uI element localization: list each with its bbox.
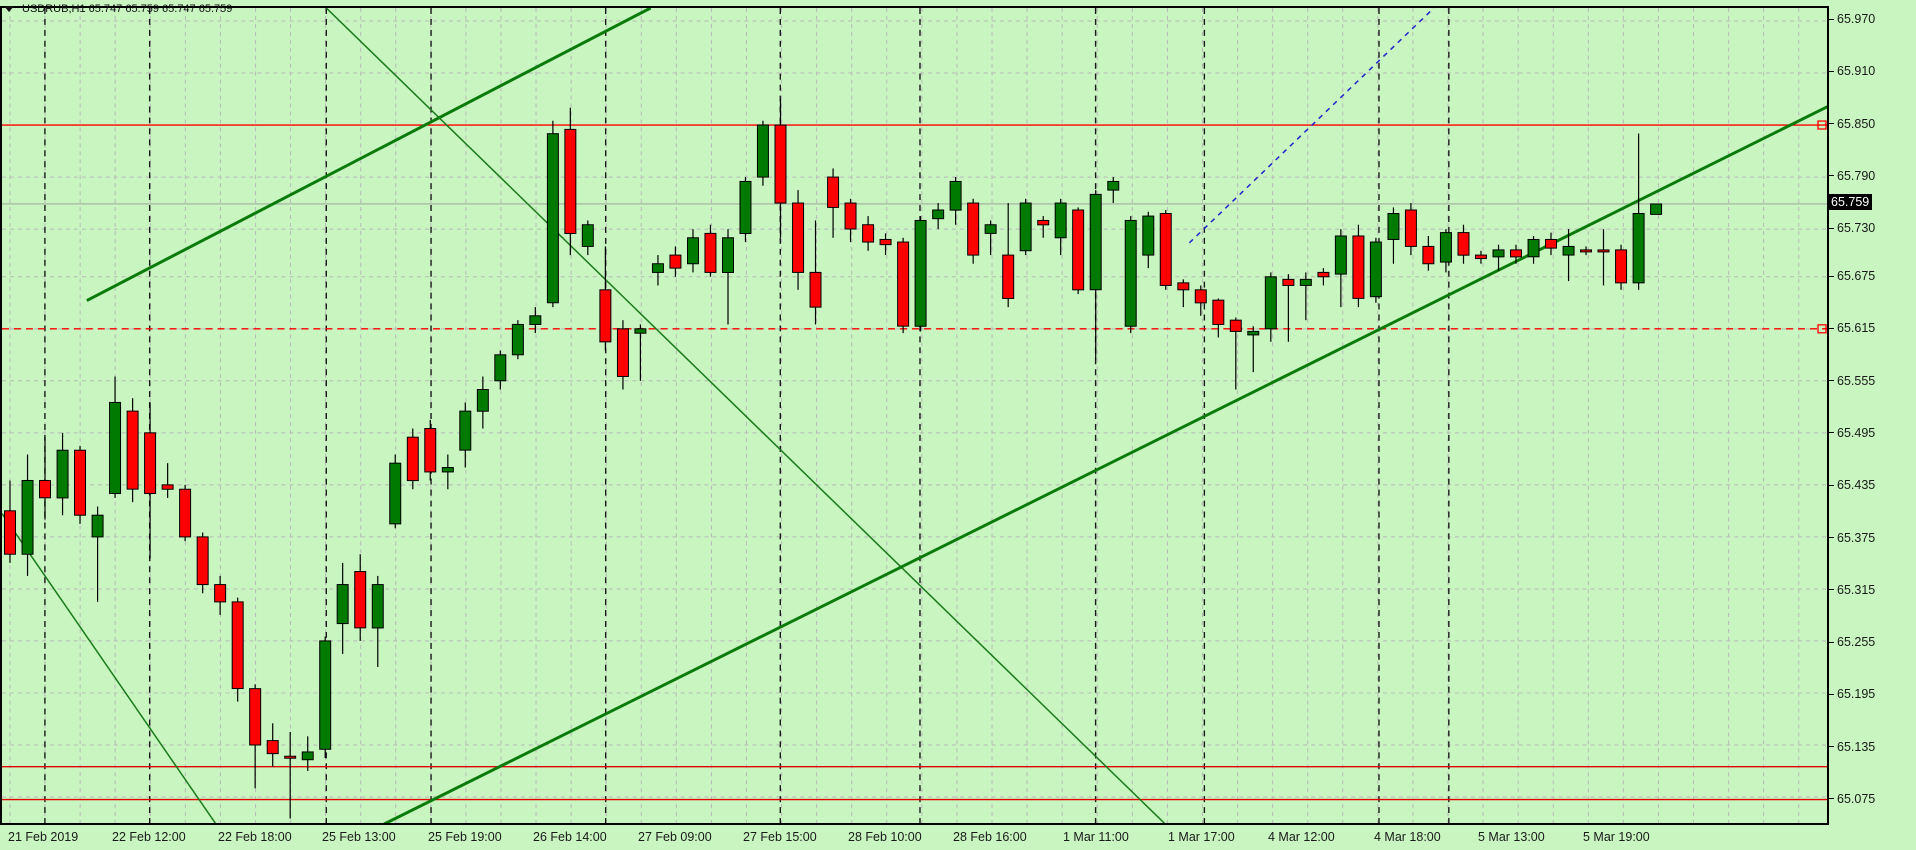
price-tick: 65.850: [1829, 116, 1875, 131]
price-tick: 65.555: [1829, 373, 1875, 388]
time-tick-label: 26 Feb 14:00: [533, 830, 607, 844]
time-tick-label: 1 Mar 11:00: [1063, 830, 1129, 844]
price-tick: 65.255: [1829, 635, 1875, 650]
time-tick-label: 22 Feb 18:00: [218, 830, 292, 844]
time-tick-label: 5 Mar 13:00: [1478, 830, 1545, 844]
price-tick-dash: [1829, 693, 1834, 695]
price-tick-dash: [1829, 380, 1834, 382]
time-tick-label: 28 Feb 10:00: [848, 830, 922, 844]
time-tick-label: 27 Feb 15:00: [743, 830, 817, 844]
price-tick-dash: [1829, 798, 1834, 800]
price-tick-label: 65.850: [1837, 116, 1876, 131]
price-tick-label: 65.970: [1837, 12, 1876, 27]
time-tick-label: 1 Mar 17:00: [1168, 830, 1235, 844]
time-tick-label: 5 Mar 19:00: [1583, 830, 1650, 844]
price-tick-label: 65.790: [1837, 168, 1876, 183]
price-tick: 65.315: [1829, 582, 1875, 597]
price-tick-label: 65.255: [1837, 635, 1876, 649]
price-tick-label: 65.615: [1837, 321, 1876, 336]
price-tick-label: 65.555: [1837, 373, 1876, 388]
price-tick-label: 65.075: [1837, 791, 1876, 806]
time-tick-label: 22 Feb 12:00: [112, 830, 186, 844]
time-tick-label: 25 Feb 19:00: [428, 830, 502, 844]
price-tick-label: 65.195: [1837, 687, 1876, 702]
time-axis[interactable]: 21 Feb 2019 22 Feb 12:00 22 Feb 18:00 25 Fe…: [0, 825, 1829, 850]
price-tick-dash: [1829, 327, 1834, 329]
price-tick: 65.495: [1829, 425, 1875, 440]
current-price-tag: 65.759: [1829, 194, 1873, 211]
price-tick-label: 65.730: [1837, 221, 1876, 236]
price-tick: 65.675: [1829, 269, 1875, 284]
price-tick-label: 65.135: [1837, 739, 1876, 754]
price-tick: 65.135: [1829, 739, 1875, 754]
price-tick-dash: [1829, 746, 1834, 748]
price-tick: 65.375: [1829, 530, 1875, 545]
price-tick-label: 65.375: [1837, 530, 1876, 545]
price-tick-label: 65.315: [1837, 582, 1876, 597]
price-tick-dash: [1829, 275, 1834, 277]
current-price-label: 65.759: [1829, 194, 1873, 211]
time-tick-label: 4 Mar 18:00: [1374, 830, 1441, 844]
price-tick-dash: [1829, 484, 1834, 486]
price-tick-label: 65.910: [1837, 64, 1876, 79]
time-tick-label: 27 Feb 09:00: [638, 830, 712, 844]
price-tick-dash: [1829, 70, 1834, 72]
price-tick-dash: [1829, 18, 1834, 20]
chart-candles-and-lines: [2, 8, 1827, 823]
price-tick-dash: [1829, 175, 1834, 177]
price-tick: 65.195: [1829, 687, 1875, 702]
chart-plot-area[interactable]: [0, 6, 1829, 825]
price-axis[interactable]: 65.970 65.910 65.850 65.790 65.730 65.675 65.6…: [1829, 0, 1916, 850]
price-tick-dash: [1829, 227, 1834, 229]
price-tick-label: 65.495: [1837, 425, 1876, 440]
price-tick-dash: [1829, 641, 1834, 643]
price-tick: 65.790: [1829, 168, 1875, 183]
price-tick-dash: [1829, 589, 1834, 591]
time-tick-label: 4 Mar 12:00: [1268, 830, 1335, 844]
price-tick: 65.730: [1829, 221, 1875, 236]
price-tick: 65.970: [1829, 12, 1875, 27]
price-tick-label: 65.435: [1837, 478, 1876, 493]
time-tick-label: 21 Feb 2019: [8, 830, 79, 844]
price-tick: 65.615: [1829, 321, 1875, 336]
price-tick: 65.075: [1829, 791, 1875, 806]
price-tick: 65.910: [1829, 64, 1875, 79]
chart-gridlines: [2, 8, 1827, 823]
time-tick-label: 28 Feb 16:00: [953, 830, 1027, 844]
price-tick: 65.435: [1829, 478, 1875, 493]
price-tick-label: 65.675: [1837, 269, 1876, 284]
price-tick-dash: [1829, 432, 1834, 434]
time-tick-label: 25 Feb 13:00: [322, 830, 396, 844]
price-tick-dash: [1829, 537, 1834, 538]
price-tick-dash: [1829, 123, 1834, 125]
